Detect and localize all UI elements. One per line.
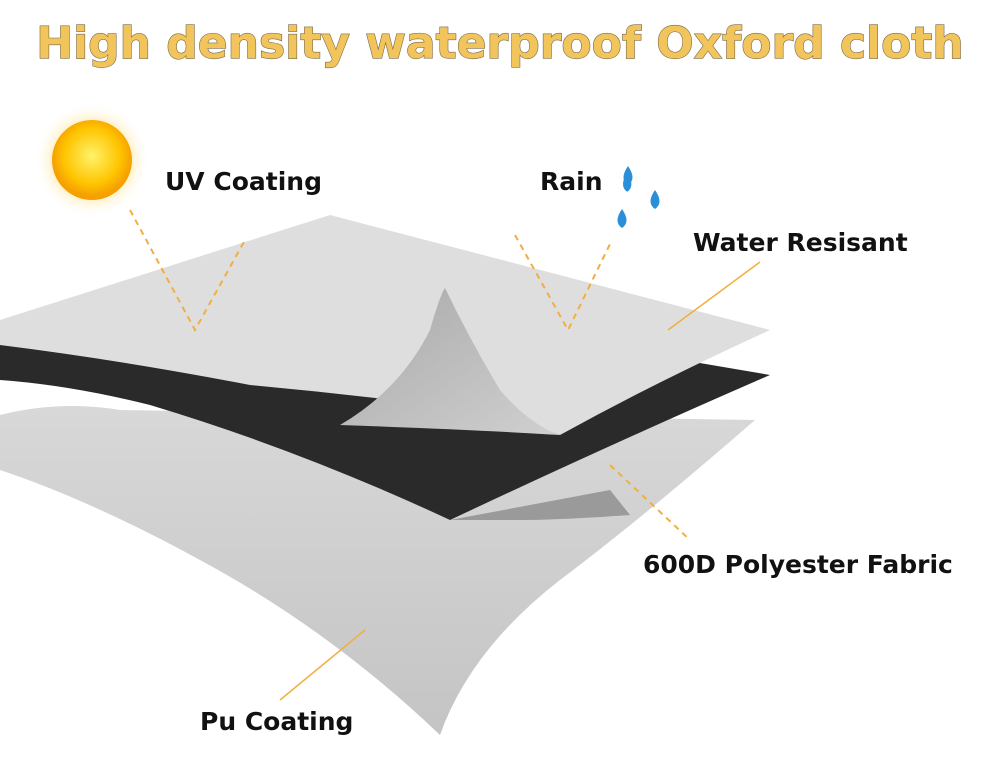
- label: Water Resisant: [693, 228, 908, 257]
- drop: [617, 209, 627, 228]
- label: Pu Coating: [200, 707, 353, 736]
- uv-layer: [0, 215, 770, 435]
- uv-ray: [129, 209, 246, 333]
- pu-layer: [0, 406, 755, 735]
- leader: [667, 261, 761, 331]
- leader: [279, 629, 366, 701]
- label: UV Coating: [165, 167, 322, 196]
- fabric-edge: [450, 490, 630, 520]
- rain-path: [514, 234, 613, 333]
- sun: [52, 120, 132, 200]
- drop: [650, 190, 660, 209]
- drop: [623, 166, 633, 185]
- peel-curl: [340, 288, 560, 435]
- label: Rain: [540, 167, 603, 196]
- label: 600D Polyester Fabric: [643, 550, 953, 579]
- title: High density waterproof Oxford cloth: [36, 18, 963, 69]
- leader: [609, 464, 691, 541]
